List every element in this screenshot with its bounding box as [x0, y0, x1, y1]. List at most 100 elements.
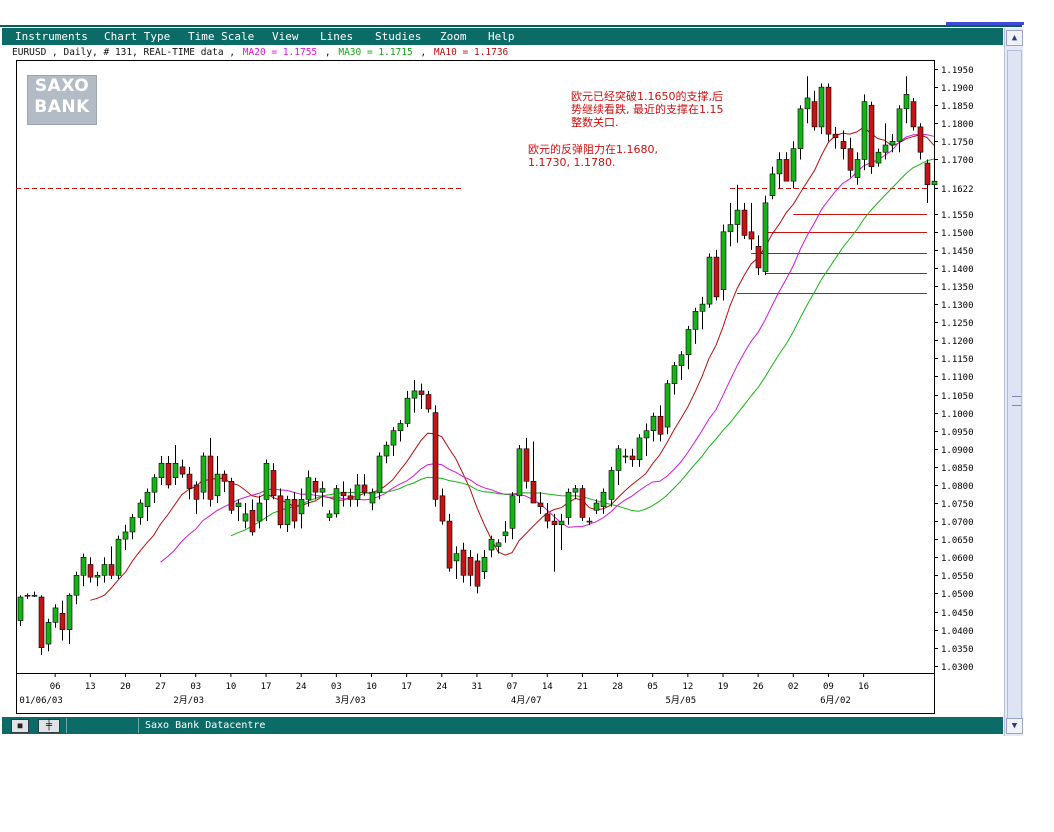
menu-help[interactable]: Help [488, 30, 515, 43]
menu-zoom[interactable]: Zoom [440, 30, 467, 43]
y-tick-label: 1.1400 [941, 265, 974, 275]
candle-body [179, 466, 186, 475]
candle-body [319, 488, 326, 493]
x-tick-label: 21 [577, 682, 588, 692]
scroll-up-arrow-icon[interactable]: ▲ [1006, 30, 1023, 46]
x-tick-label: 05 [647, 682, 658, 692]
y-tick-label: 1.1150 [941, 355, 974, 365]
menu-lines[interactable]: Lines [320, 30, 354, 43]
candle-body [488, 538, 495, 551]
candle-body [474, 560, 481, 587]
candle-body [193, 484, 200, 500]
y-tick-label: 1.0650 [941, 536, 974, 546]
x-tick-label: 12 [682, 682, 693, 692]
candle-body [59, 613, 66, 630]
y-tick-label: 1.1900 [941, 84, 974, 94]
y-tick-label: 1.0450 [941, 609, 974, 619]
candle-body [671, 365, 678, 384]
candle-body [797, 108, 804, 149]
candle-body [910, 101, 917, 128]
candle-body [565, 491, 572, 518]
candle-body [108, 564, 115, 576]
y-tick-label: 1.0300 [941, 663, 974, 673]
candle-body [664, 383, 671, 428]
candle-body [769, 173, 776, 196]
candle-body [917, 126, 924, 153]
x-month-label: 01/06/03 [19, 696, 62, 706]
candle-body [38, 596, 45, 648]
candle-body [741, 209, 748, 236]
candle-body [277, 495, 284, 526]
candle-body [804, 97, 811, 110]
y-tick-label: 1.0550 [941, 572, 974, 582]
candle-body [404, 397, 411, 424]
y-tick-label: 1.1950 [941, 66, 974, 76]
x-tick-label: 17 [401, 682, 412, 692]
x-tick-label: 20 [120, 682, 131, 692]
x-tick-label: 17 [261, 682, 272, 692]
price-chart[interactable]: 1.1950 1.1900 1.1850 1.1800 1.1750 1.1700 1.16… [16, 60, 1002, 714]
y-tick-label: 1.1750 [941, 138, 974, 148]
ma20-readout: MA20 = 1.1755 [242, 47, 318, 58]
vertical-scrollbar[interactable]: ▲ ▼ [1004, 28, 1023, 736]
menu-instruments[interactable]: Instruments [15, 30, 88, 43]
candle-body [361, 484, 368, 493]
x-month-label: 2月/03 [173, 695, 204, 706]
candle-body [551, 520, 558, 526]
scroll-down-arrow-icon[interactable]: ▼ [1006, 718, 1023, 734]
x-month-label: 6月/02 [820, 695, 851, 706]
scroll-thumb[interactable] [1007, 50, 1022, 724]
x-tick-label: 03 [190, 682, 201, 692]
menu-view[interactable]: View [272, 30, 299, 43]
candle-body [17, 596, 24, 621]
annotation-support: 欧元已经突破1.1650的支撑,后 势继续看跌, 最近的支撑在1.15 整数关口… [571, 90, 724, 129]
x-tick-label: 16 [858, 682, 869, 692]
candle-body [158, 462, 165, 479]
candle-body [783, 159, 790, 182]
candle-body [636, 437, 643, 460]
candle-body [221, 473, 228, 482]
candle-body [24, 594, 31, 597]
menu-chart-type[interactable]: Chart Type [104, 30, 171, 43]
y-tick-label: 1.0350 [941, 645, 974, 655]
x-tick-label: 03 [331, 682, 342, 692]
crosshair-icon[interactable]: ╪ [38, 719, 60, 733]
menu-time-scale[interactable]: Time Scale [188, 30, 255, 43]
candle-body [530, 481, 537, 504]
record-icon[interactable]: ■ [11, 719, 29, 733]
candle-body [523, 448, 530, 482]
candle-body [52, 607, 59, 623]
saxo-bank-logo: SAXO BANK [27, 75, 97, 125]
candle-body [270, 470, 277, 497]
candle-body [734, 209, 741, 225]
candle-body [165, 462, 172, 486]
candle-body [727, 224, 734, 233]
y-tick-label: 1.1050 [941, 392, 974, 402]
menu-studies[interactable]: Studies [375, 30, 422, 43]
y-tick-label: 1.0400 [941, 627, 974, 637]
candle-body [861, 101, 868, 160]
candle-body [481, 556, 488, 573]
candle-body [73, 575, 80, 596]
y-tick-label: 1.0750 [941, 500, 974, 510]
window-top-border [0, 25, 1022, 27]
candle-body [172, 462, 179, 479]
candle-body [467, 556, 474, 576]
x-month-label: 3月/03 [335, 695, 366, 706]
candle-body [755, 245, 762, 269]
y-tick-label: 1.1350 [941, 283, 974, 293]
candle-body [847, 148, 854, 171]
y-tick-label: 1.0950 [941, 428, 974, 438]
candle-body [207, 455, 214, 500]
candle-body [144, 491, 151, 507]
x-tick-label: 13 [85, 682, 96, 692]
candle-body [537, 502, 544, 507]
x-tick-label: 24 [296, 682, 307, 692]
candle-body [298, 499, 305, 515]
candle-body [776, 159, 783, 175]
y-tick-label: 1.0850 [941, 464, 974, 474]
candle-body [657, 415, 664, 435]
x-tick-label: 26 [753, 682, 764, 692]
candle-body [706, 256, 713, 305]
y-tick-label: 1.1000 [941, 410, 974, 420]
